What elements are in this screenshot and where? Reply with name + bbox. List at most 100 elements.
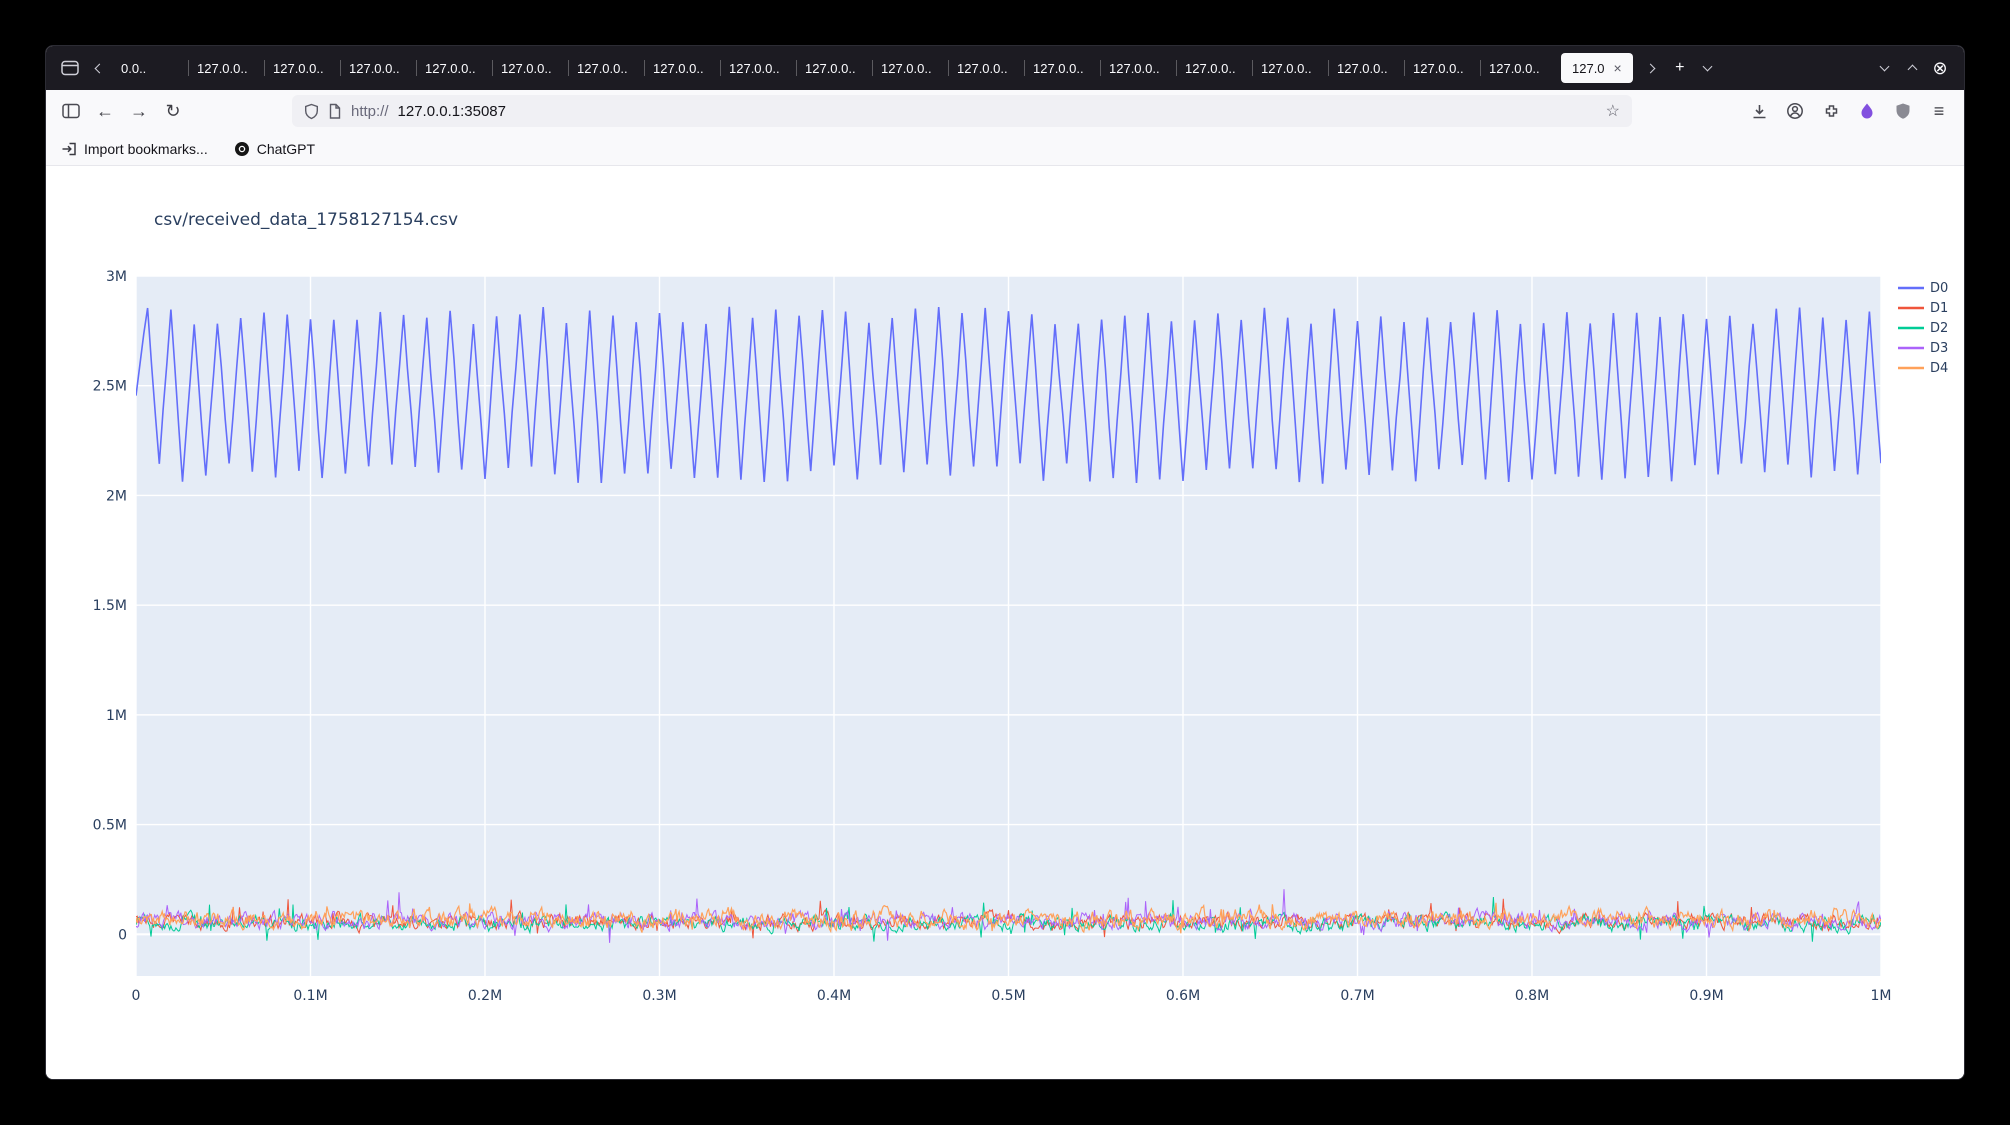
menu-button[interactable]: ≡ (1933, 100, 1945, 121)
bookmarks-toolbar: Import bookmarks... ChatGPT (46, 132, 1964, 166)
chart-title: csv/received_data_1758127154.csv (154, 210, 459, 230)
line-chart[interactable]: 0 0.1M 0.2M 0.3M 0.4M 0.5M 0.6M 0.7M 0.8M 0.9M 1M 0… (86, 266, 1965, 1016)
bookmark-label: Import bookmarks... (84, 140, 208, 157)
scroll-tabs-left-button[interactable] (84, 54, 112, 82)
y-tick-label: 3M (106, 269, 127, 285)
tab[interactable]: 127.0.0.. (872, 46, 948, 90)
page-info-icon[interactable] (328, 103, 342, 119)
tab-label: 127.0.0.. (881, 60, 932, 76)
tab[interactable]: 127.0.0.. (1480, 46, 1556, 90)
tab-label: 127.0.0.. (653, 60, 704, 76)
bookmark-import-bookmarks[interactable]: Import bookmarks... (61, 141, 208, 157)
tab[interactable]: 127.0.0.. (340, 46, 416, 90)
tab[interactable]: 127.0.0.. (644, 46, 720, 90)
tab[interactable]: 127.0.0.. (948, 46, 1024, 90)
firefox-view-button[interactable] (56, 54, 84, 82)
extensions-button[interactable] (1816, 96, 1846, 126)
scroll-tabs-right-button[interactable] (1638, 54, 1666, 82)
x-tick-label: 0.6M (1166, 988, 1200, 1004)
tab[interactable]: 127.0.0.. (1404, 46, 1480, 90)
tab[interactable]: 127.0.0.. (416, 46, 492, 90)
y-tick-label: 1M (106, 708, 127, 724)
chatgpt-icon (234, 141, 249, 156)
tab-label: 127.0.0.. (1413, 60, 1464, 76)
tab-label: 0.0.. (121, 60, 147, 76)
tab[interactable]: 127.0.0.. (1100, 46, 1176, 90)
tab-label: 127.0.0.. (1109, 60, 1160, 76)
sidebar-icon (62, 103, 80, 119)
tab[interactable]: 127.0.0.. (492, 46, 568, 90)
downloads-button[interactable] (1744, 96, 1774, 126)
purple-drop-icon (1861, 103, 1873, 119)
chevron-down-icon (1879, 61, 1889, 72)
list-all-tabs-button[interactable] (1694, 54, 1722, 82)
tab[interactable]: 127.0.0.. (264, 46, 340, 90)
x-tick-label: 1M (1871, 988, 1892, 1004)
sidebar-toggle-button[interactable] (56, 96, 86, 126)
legend-entry[interactable]: D4 (1930, 361, 1948, 376)
tab[interactable]: 0.0.. (112, 46, 188, 90)
download-icon (1753, 104, 1765, 118)
tab-label: 127.0.0.. (349, 60, 400, 76)
url-scheme: http:// (351, 102, 389, 120)
purple-extension-button[interactable] (1852, 96, 1882, 126)
y-tick-label: 0.5M (93, 818, 127, 834)
window-close-button[interactable]: ⊗ (1932, 57, 1948, 78)
tab-label: 127.0.0.. (957, 60, 1008, 76)
tab[interactable]: 127.0.0.. (188, 46, 264, 90)
x-tick-label: 0.9M (1689, 988, 1723, 1004)
tab-bar: 0.0.. 127.0.0.. 127.0.0.. 127.0.0.. 127.0.0.… (46, 46, 1964, 90)
url-bar[interactable]: http:// 127.0.0.1:35087 ☆ (292, 95, 1632, 127)
x-tick-label: 0 (132, 988, 141, 1004)
forward-button[interactable]: → (130, 100, 148, 121)
tab[interactable]: 127.0.0.. (1024, 46, 1100, 90)
tab-active[interactable]: 127.0 × (1561, 53, 1633, 83)
bookmark-chatgpt[interactable]: ChatGPT (234, 141, 315, 157)
shield-badge-icon (1896, 103, 1910, 119)
tab[interactable]: 127.0.0.. (720, 46, 796, 90)
tab-label: 127.0.0.. (805, 60, 856, 76)
tab-label: 127.0.0.. (1337, 60, 1388, 76)
bookmark-label: ChatGPT (256, 140, 316, 157)
tab[interactable]: 127.0.0.. (568, 46, 644, 90)
x-tick-label: 0.4M (817, 988, 851, 1004)
tab-close-icon[interactable]: × (1613, 60, 1622, 76)
url-host: 127.0.0.1:35087 (397, 102, 506, 120)
x-tick-label: 0.8M (1515, 988, 1549, 1004)
tab[interactable]: 127.0.0.. (1328, 46, 1404, 90)
back-button[interactable]: ← (96, 100, 114, 121)
legend-entry[interactable]: D1 (1930, 301, 1948, 316)
page-content: csv/received_data_1758127154.csv 0 0.1M 0.… (46, 166, 1964, 1079)
x-tick-label: 0.7M (1340, 988, 1374, 1004)
tab[interactable]: 127.0.0.. (796, 46, 872, 90)
account-button[interactable] (1780, 96, 1810, 126)
chevron-up-icon (1907, 64, 1917, 75)
adblock-extension-button[interactable] (1888, 96, 1918, 126)
toolbar-icon-cluster: ≡ (1744, 96, 1954, 126)
legend-entry[interactable]: D3 (1930, 341, 1948, 356)
tracking-protection-shield-icon[interactable] (304, 103, 319, 120)
tab-label: 127.0.0.. (273, 60, 324, 76)
legend-entry[interactable]: D2 (1930, 321, 1948, 336)
browser-window: 0.0.. 127.0.0.. 127.0.0.. 127.0.0.. 127.0.0.… (45, 45, 1965, 1080)
x-tick-label: 0.5M (991, 988, 1025, 1004)
tab-label: 127.0.0.. (1185, 60, 1236, 76)
tab[interactable]: 127.0.0.. (1252, 46, 1328, 90)
new-tab-button[interactable]: + (1675, 59, 1685, 76)
window-maximize-button[interactable] (1898, 54, 1926, 82)
chevron-down-icon (1702, 61, 1713, 72)
import-icon (62, 142, 76, 155)
reload-button[interactable]: ↻ (165, 100, 181, 121)
firefox-view-icon (61, 60, 79, 76)
window-minimize-button[interactable] (1870, 54, 1898, 82)
bookmark-star-icon[interactable]: ☆ (1605, 103, 1620, 120)
chevron-left-icon (94, 63, 105, 73)
tab[interactable]: 127.0.0.. (1176, 46, 1252, 90)
x-tick-label: 0.3M (642, 988, 676, 1004)
tab-strip: 0.0.. 127.0.0.. 127.0.0.. 127.0.0.. 127.0.0.… (112, 46, 1556, 90)
legend-entry[interactable]: D0 (1930, 281, 1948, 296)
x-tick-label: 0.2M (468, 988, 502, 1004)
y-tick-label: 2M (106, 488, 127, 504)
y-tick-label: 2.5M (93, 379, 127, 395)
account-icon (1787, 103, 1803, 119)
